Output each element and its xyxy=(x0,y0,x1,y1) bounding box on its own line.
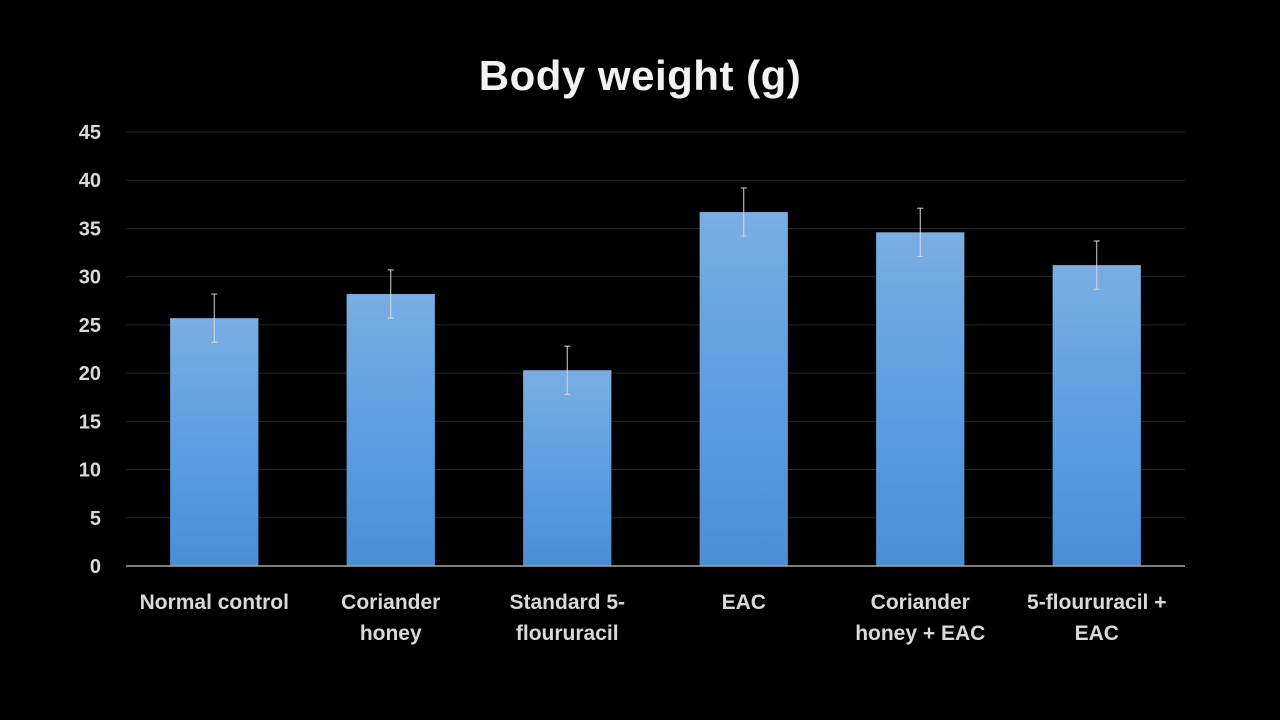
y-tick-label: 10 xyxy=(79,460,101,482)
error-bar xyxy=(564,345,571,395)
bar xyxy=(876,232,965,566)
x-tick-label: Coriander honey + EAC xyxy=(855,591,985,645)
x-tick-label: Coriander honey xyxy=(341,591,440,645)
error-bar xyxy=(387,269,394,319)
y-tick-label: 20 xyxy=(79,363,101,385)
gridlines xyxy=(126,131,1185,519)
error-bars xyxy=(211,187,1100,395)
bars xyxy=(170,212,1141,566)
error-bar xyxy=(211,293,218,343)
x-axis-category-labels: Normal control Coriander honey Standard 5-f… xyxy=(140,591,1167,645)
x-tick-label: Normal control xyxy=(140,591,289,614)
x-tick-label: Standard 5-floururacil xyxy=(509,591,625,645)
y-axis-tick-labels: 0 5 10 15 20 25 30 35 40 45 xyxy=(79,122,101,578)
bar xyxy=(699,212,788,566)
error-bar xyxy=(917,207,924,257)
y-tick-label: 30 xyxy=(79,267,101,289)
y-tick-label: 0 xyxy=(90,556,101,578)
x-tick-label: 5-floururacil + EAC xyxy=(1027,591,1166,645)
y-tick-label: 25 xyxy=(79,315,101,337)
y-tick-label: 35 xyxy=(79,218,101,240)
y-tick-label: 45 xyxy=(79,122,101,144)
chart-title: Body weight (g) xyxy=(478,52,802,99)
bar xyxy=(346,294,435,566)
error-bar xyxy=(1093,240,1100,290)
x-tick-label: EAC xyxy=(722,591,766,614)
bar xyxy=(523,370,612,566)
y-tick-label: 5 xyxy=(90,508,101,530)
bar xyxy=(170,318,259,566)
y-tick-label: 15 xyxy=(79,411,101,433)
y-tick-label: 40 xyxy=(79,170,101,192)
error-bar xyxy=(740,187,747,237)
bar xyxy=(1052,265,1141,566)
